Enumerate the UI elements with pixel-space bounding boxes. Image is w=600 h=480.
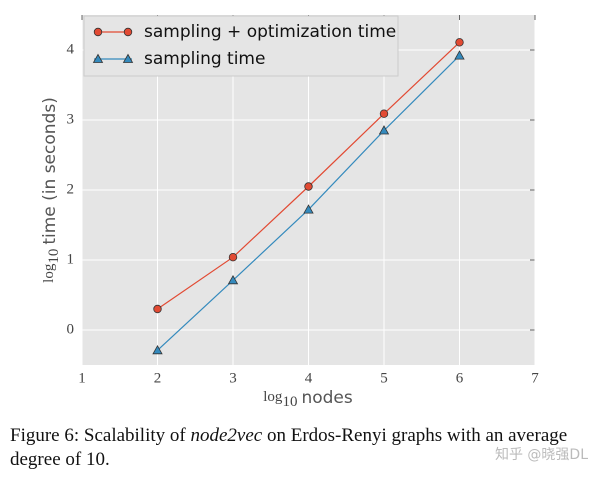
x-label-text: nodes	[301, 388, 352, 408]
caption: Figure 6: Scalability of node2vec on Erd…	[10, 424, 595, 472]
marker	[153, 304, 162, 314]
legend-marker	[122, 53, 134, 63]
legend-marker	[93, 27, 103, 37]
marker	[304, 182, 313, 191]
x-tick-label: 6	[456, 370, 464, 386]
marker	[227, 274, 239, 285]
y-label-log: log	[41, 263, 57, 283]
y-axis-label: log10 time (in seconds)	[40, 97, 62, 283]
y-tick-label: 2	[67, 181, 75, 197]
y-label-text: time (in seconds)	[40, 97, 60, 244]
x-label-log: log	[263, 389, 283, 405]
x-tick-label: 2	[154, 370, 162, 386]
legend-box	[83, 15, 399, 77]
watermark: 知乎 @晓强DL	[494, 447, 588, 463]
caption-italic: node2vec	[190, 425, 263, 446]
legend-label: sampling + optimization time	[144, 22, 396, 42]
x-tick-label: 5	[380, 370, 388, 386]
y-tick-label: 3	[67, 111, 75, 127]
marker	[152, 344, 163, 355]
y-tick-label: 0	[67, 321, 75, 337]
legend-label: sampling time	[144, 49, 265, 69]
legend-marker	[123, 27, 133, 37]
legend-marker	[92, 53, 104, 63]
x-tick-label: 1	[78, 370, 86, 386]
y-label-sub: 10	[46, 249, 62, 264]
marker	[303, 204, 314, 214]
marker	[378, 125, 390, 135]
y-tick-label: 4	[67, 41, 75, 57]
x-tick-label: 7	[531, 370, 539, 386]
x-tick-label: 3	[229, 370, 237, 386]
marker	[379, 109, 389, 118]
caption-text: Figure 6: Scalability of	[10, 425, 186, 446]
caption-text: on Erdos-Renyi graphs with an average de…	[10, 425, 568, 470]
y-tick-label: 1	[67, 251, 75, 267]
x-axis-label: log10 nodes	[263, 388, 353, 410]
x-label-sub: 10	[282, 394, 297, 410]
marker	[455, 38, 464, 47]
x-tick-label: 4	[305, 370, 313, 386]
chart: log10 nodes log10time (in seconds) 012341…	[40, 15, 539, 410]
marker	[228, 253, 238, 262]
marker	[454, 50, 465, 60]
